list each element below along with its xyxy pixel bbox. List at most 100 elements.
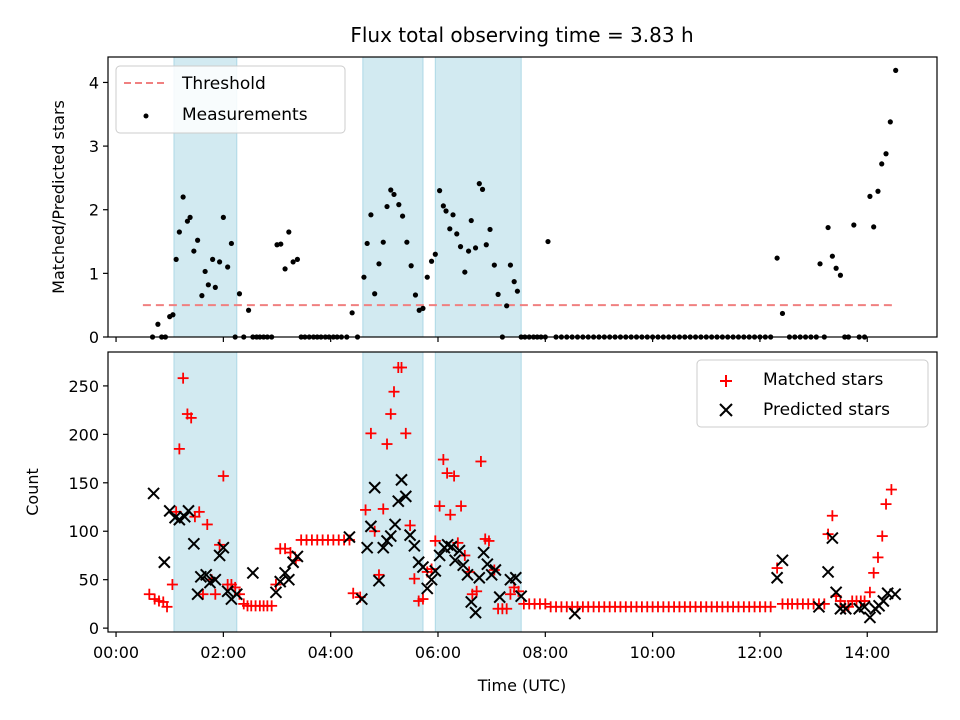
matched-star-point <box>185 412 197 424</box>
measurement-point <box>412 292 419 298</box>
count-panel: 00:00 02:00 04:00 06:00 08:00 10:00 12:00 14:00… <box>23 351 938 695</box>
y-tick-label: 200 <box>68 425 99 444</box>
measurement-point <box>388 187 394 193</box>
y-tick-label: 4 <box>89 73 99 92</box>
measurement-point <box>212 284 218 290</box>
predicted-star-point <box>364 520 378 533</box>
measurement-point <box>220 214 226 220</box>
predicted-star-point <box>246 566 260 580</box>
predicted-star-point <box>821 565 835 579</box>
matched-star-point <box>201 518 213 530</box>
predicted-star-point <box>829 586 843 599</box>
predicted-star-point <box>514 589 528 603</box>
x-tick-label: 06:00 <box>415 643 461 662</box>
measurement-point <box>399 213 406 219</box>
matched-star-point <box>765 601 777 613</box>
measurement-point <box>245 307 252 313</box>
measurement-point <box>437 188 443 194</box>
y-tick-label: 50 <box>79 571 99 590</box>
measurement-point <box>180 194 186 200</box>
matched-star-point <box>404 519 416 531</box>
matched-star-point <box>864 586 876 598</box>
matched-star-point <box>396 362 408 374</box>
predicted-star-point <box>812 600 826 614</box>
top-plot-frame <box>107 56 938 338</box>
predicted-star-point <box>441 538 454 552</box>
measurement-point <box>545 238 551 245</box>
matched-star-point <box>512 585 524 597</box>
measurement-point <box>282 266 288 272</box>
matched-star-point <box>197 588 209 600</box>
matched-star-point <box>429 535 441 547</box>
matched-star-point <box>209 588 221 600</box>
matched-star-point <box>437 454 449 466</box>
legend-predicted-swatch <box>719 403 733 417</box>
top-y-ticks: 0 1 2 3 4 <box>89 73 108 347</box>
measurement-point <box>290 259 296 265</box>
x-tick-label: 12:00 <box>737 643 783 662</box>
predicted-star-point <box>182 504 195 518</box>
matched-star-point <box>385 408 397 420</box>
measurement-point <box>361 274 367 280</box>
measurement-point <box>867 193 873 199</box>
bottom-x-ticks: 00:00 02:00 04:00 06:00 08:00 10:00 12:00 14:00 <box>93 632 890 662</box>
matched-star-point <box>471 585 483 597</box>
matched-star-point <box>417 593 429 605</box>
bottom-legend: Matched stars Predicted stars <box>696 359 929 428</box>
matched-star-point <box>441 467 453 479</box>
measurement-point <box>420 305 426 311</box>
measurement-point <box>454 231 460 237</box>
predicted-star-point <box>489 563 502 577</box>
matched-star-point <box>448 470 460 482</box>
matched-star-point <box>444 509 456 521</box>
measurement-point <box>774 255 780 261</box>
measurement-point <box>173 256 179 262</box>
predicted-star-point <box>368 481 381 494</box>
y-tick-label: 0 <box>89 328 99 347</box>
legend-predicted-label: Predicted stars <box>763 400 890 420</box>
measurement-point <box>468 217 474 224</box>
predicted-star-point <box>461 568 474 582</box>
measurement-point <box>424 274 430 280</box>
observing-window-1 <box>362 56 424 338</box>
bottom-y-axis-label: Count <box>23 468 42 516</box>
predicted-star-point <box>372 574 386 587</box>
predicted-star-point <box>291 550 304 563</box>
measurement-point <box>511 279 517 285</box>
predicted-star-point <box>269 586 283 599</box>
measurement-point <box>825 224 831 231</box>
measurement-point <box>837 272 844 278</box>
predicted-star-point <box>213 549 226 562</box>
matched-star-point <box>400 427 412 439</box>
predicted-star-point <box>826 531 839 545</box>
predicted-star-point <box>421 582 434 595</box>
predicted-star-point <box>395 473 408 487</box>
measurement-point <box>368 212 374 218</box>
observing-window-1 <box>362 351 424 633</box>
predicted-star-point <box>191 588 204 601</box>
legend-measurements-label: Measurements <box>182 105 308 125</box>
predicted-star-point <box>858 600 871 614</box>
measurement-point <box>871 224 877 230</box>
measurement-point <box>483 242 489 248</box>
bottom-plot-frame <box>107 351 938 633</box>
matched-star-point <box>177 372 189 384</box>
measurement-point <box>829 253 835 259</box>
predicted-star-point <box>343 530 356 544</box>
matched-star-point <box>360 504 372 516</box>
predicted-star-point <box>360 541 374 554</box>
y-tick-label: 150 <box>68 474 99 493</box>
matched-star-point <box>365 427 377 439</box>
predicted-star-point <box>469 606 482 619</box>
predicted-star-point <box>834 602 847 615</box>
matched-star-point <box>475 455 487 467</box>
predicted-star-point <box>199 568 213 582</box>
measurement-point <box>155 321 161 327</box>
measurement-point <box>404 239 410 245</box>
legend-matched-swatch <box>720 375 732 387</box>
matched-star-point <box>373 569 385 581</box>
measurement-point <box>457 244 464 250</box>
matched-star-point <box>872 551 884 563</box>
predicted-star-point <box>493 590 506 604</box>
x-tick-label: 10:00 <box>630 643 676 662</box>
